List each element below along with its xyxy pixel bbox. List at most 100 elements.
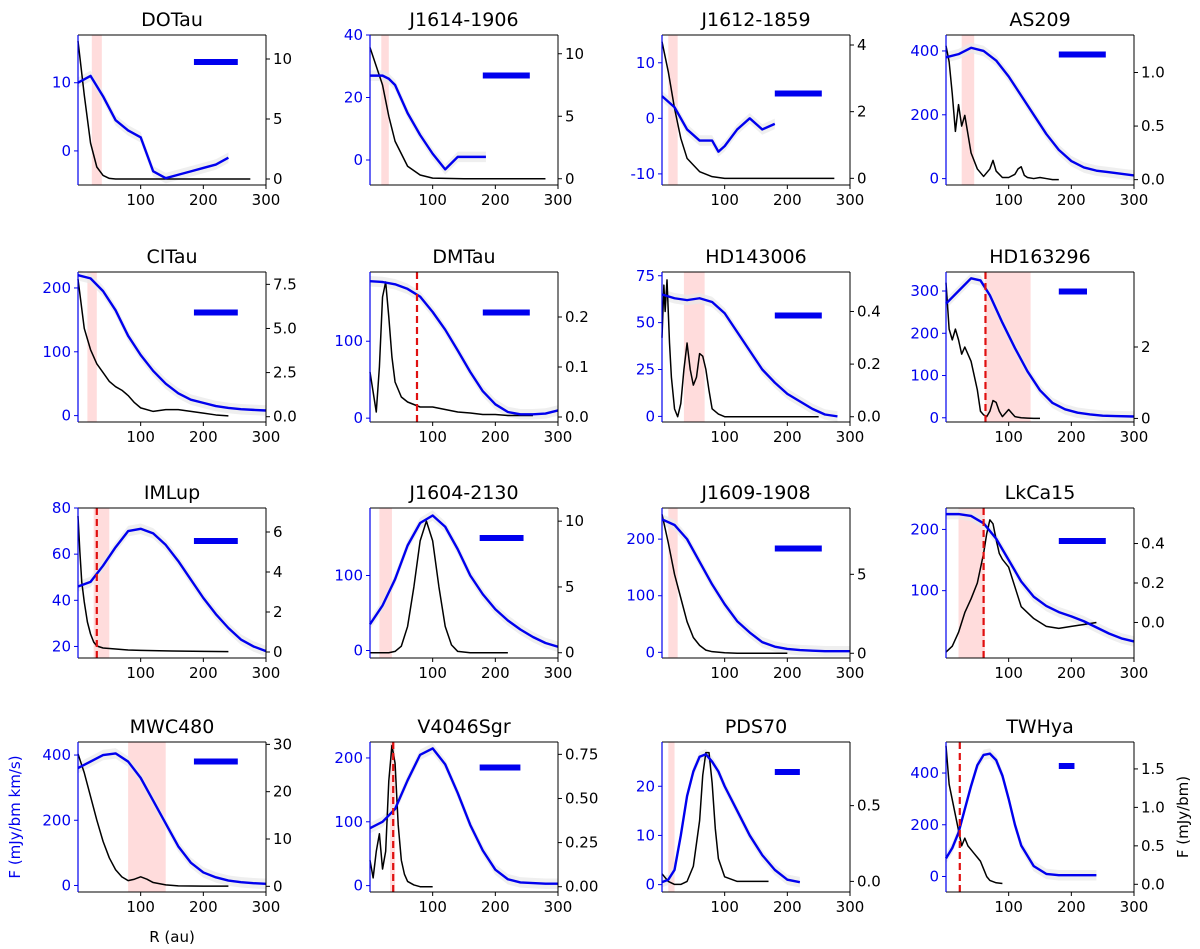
y-right-tick-label: 5 [565, 578, 575, 596]
y-right-tick-label: 0.1 [565, 358, 589, 376]
y-left-tick-label: 200 [42, 811, 71, 829]
y-left-tick-label: 100 [910, 582, 939, 600]
y-right-tick-label: 10 [273, 830, 292, 848]
y-right-tick-label: 0.0 [565, 408, 589, 426]
y-left-tick-label: 0 [645, 876, 655, 894]
x-axis-label: R (au) [149, 928, 195, 946]
continuum-profile [370, 520, 508, 654]
y-right-tick-label: 4 [273, 563, 283, 581]
panel-title: AS209 [1009, 9, 1070, 31]
y-left-tick-label: 100 [334, 567, 363, 585]
gap-shade [91, 35, 102, 185]
line-emission-profile [370, 74, 486, 171]
y-right-tick-label: 0.0 [857, 872, 881, 890]
y-right-tick-label: 0.0 [1141, 171, 1165, 189]
y-left-tick-label: 80 [52, 499, 71, 517]
y-left-tick-label: 40 [52, 591, 71, 609]
line-emission-profile [77, 752, 267, 886]
line-emission-profile [945, 46, 1135, 177]
y-left-tick-label: 100 [42, 343, 71, 361]
y-right-tick-label: 10 [565, 512, 584, 530]
y-right-tick-label: 0.25 [565, 834, 598, 852]
x-tick-label: 100 [418, 898, 447, 916]
y-right-tick-label: 1.5 [1141, 760, 1165, 778]
y-left-tick-label: 0 [61, 876, 71, 894]
continuum-profile [661, 279, 819, 418]
y-right-tick-label: 0 [273, 643, 283, 661]
continuum-profile [77, 40, 251, 180]
y-right-tick-label: 0 [857, 644, 867, 662]
panel-J1614-1906: 100 200 300 0 20 40 0 5 10 J1614-1906 [344, 9, 584, 209]
y-left-tick-label: 100 [910, 367, 939, 385]
line-emission-profile [369, 514, 559, 648]
y-right-tick-label: 5 [857, 565, 867, 583]
y-left-tick-label: 0 [61, 142, 71, 160]
x-tick-label: 300 [544, 428, 573, 446]
x-tick-label: 200 [189, 428, 218, 446]
y-right-tick-label: 6 [273, 523, 283, 541]
x-tick-label: 200 [1057, 664, 1086, 682]
x-tick-label: 200 [481, 428, 510, 446]
y-left-tick-label: 100 [626, 587, 655, 605]
x-tick-label: 100 [418, 428, 447, 446]
x-tick-label: 200 [773, 664, 802, 682]
uncertainty-band [662, 514, 850, 657]
panel-title: CITau [146, 246, 197, 268]
x-tick-label: 200 [189, 898, 218, 916]
x-tick-label: 100 [418, 664, 447, 682]
panel-HD143006: 100 200 300 0 25 50 75 0.0 0.2 0.4 HD143006 [636, 246, 881, 446]
y-left-tick-label: 0 [929, 867, 939, 885]
panel-title: MWC480 [130, 716, 215, 738]
y-right-tick-label: 0.2 [565, 308, 589, 326]
y-left-tick-label: 0 [929, 409, 939, 427]
y-right-tick-label: 0.5 [857, 797, 881, 815]
gap-shade [379, 508, 392, 658]
x-tick-label: 200 [1057, 191, 1086, 209]
continuum-profile [945, 519, 1097, 653]
panel-CITau: 100 200 300 0 100 200 0.0 2.5 5.0 7.5 CITau [42, 246, 297, 446]
x-tick-label: 100 [126, 664, 155, 682]
y-left-tick-label: 0 [645, 407, 655, 425]
panel-title: TWHya [1005, 716, 1074, 738]
continuum-profile [945, 745, 1003, 885]
y-right-tick-label: 0.5 [1141, 117, 1165, 135]
continuum-profile [369, 744, 433, 888]
y-right-tick-label: 4 [857, 36, 867, 54]
y-right-tick-label: 5.0 [273, 319, 297, 337]
y-left-tick-label: 0 [929, 170, 939, 188]
y-right-axis-label: F (mJy/bm) [1174, 776, 1192, 858]
continuum-profile [661, 41, 835, 180]
x-tick-label: 100 [710, 664, 739, 682]
uncertainty-band [78, 748, 266, 890]
continuum-profile [77, 278, 229, 417]
y-left-tick-label: 0 [353, 151, 363, 169]
panel-title: J1609-1908 [700, 482, 810, 504]
panel-MWC480: 100 200 300 0 200 400 0 10 20 30 MWC480 [42, 716, 292, 916]
panel-V4046Sgr: 100 200 300 0 100 200 0.00 0.25 0.50 0.75 V4046Sgr [334, 716, 598, 916]
y-left-tick-label: 200 [334, 749, 363, 767]
y-left-tick-label: 400 [910, 42, 939, 60]
y-right-tick-label: 0.00 [565, 878, 598, 896]
continuum-profile [661, 751, 769, 886]
uncertainty-band [662, 749, 800, 888]
x-tick-label: 200 [773, 898, 802, 916]
gap-shade [87, 272, 97, 422]
continuum-profile [369, 47, 546, 180]
y-right-tick-label: 0.2 [857, 355, 881, 373]
x-tick-label: 100 [710, 191, 739, 209]
y-left-tick-label: 200 [910, 816, 939, 834]
panel-title: J1612-1859 [700, 9, 810, 31]
uncertainty-band [370, 510, 558, 652]
continuum-profile [945, 45, 1059, 181]
y-left-tick-label: 0 [645, 109, 655, 127]
line-emission-profile [661, 518, 850, 653]
gap-shade [961, 35, 975, 185]
continuum-profile [945, 282, 1040, 420]
y-right-tick-label: 5 [565, 107, 575, 125]
gap-shade [390, 742, 396, 892]
y-left-tick-label: 10 [636, 826, 655, 844]
x-tick-label: 100 [126, 428, 155, 446]
panel-title: HD163296 [989, 246, 1090, 268]
